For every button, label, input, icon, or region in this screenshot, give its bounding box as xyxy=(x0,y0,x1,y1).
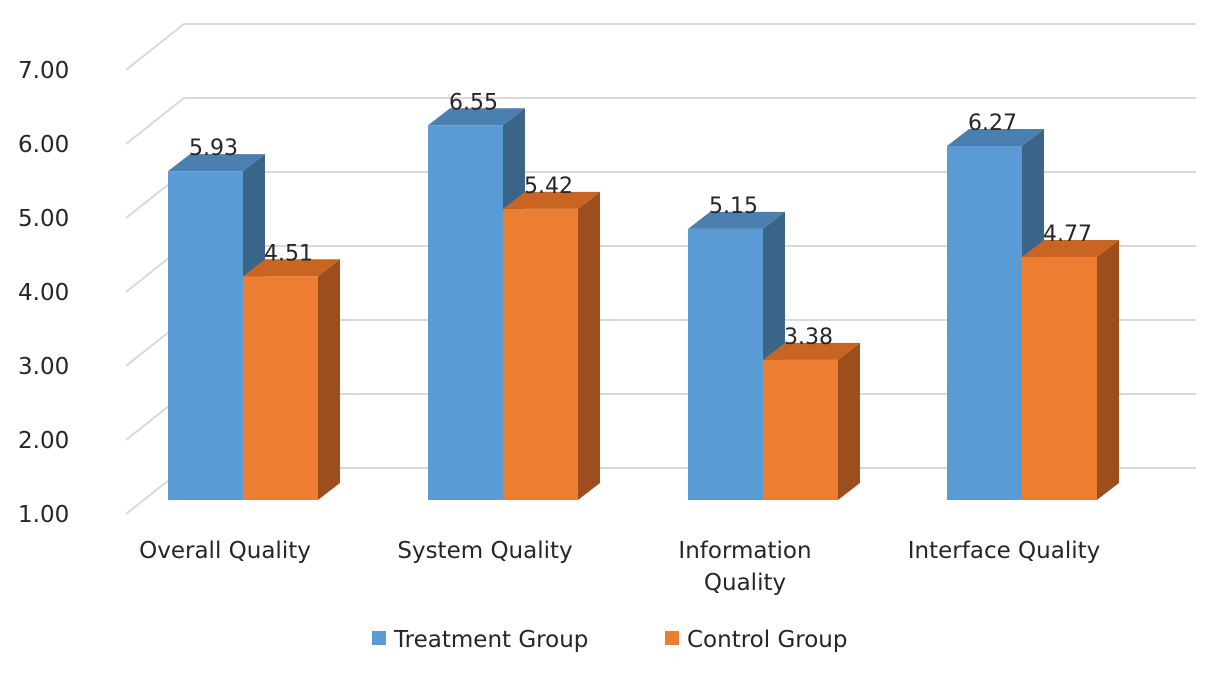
bar-treatment-group xyxy=(947,146,1022,500)
legend-swatch xyxy=(372,631,386,645)
data-label: 6.27 xyxy=(968,111,1017,136)
bar-top xyxy=(947,129,1044,147)
y-tick-label: 1.00 xyxy=(18,502,69,528)
category-label: Interface Quality xyxy=(908,538,1100,564)
data-label: 5.15 xyxy=(709,194,758,219)
category-label: System Quality xyxy=(397,538,572,564)
y-tick-label: 6.00 xyxy=(18,132,69,158)
bar-layer xyxy=(168,108,1119,501)
legend: Treatment Group Control Group xyxy=(372,627,847,653)
y-tick-label: 5.00 xyxy=(18,206,69,232)
bar-side xyxy=(838,342,860,500)
data-label: 5.42 xyxy=(524,174,573,199)
bar-control-group xyxy=(243,276,318,500)
bar-top xyxy=(763,342,860,360)
data-label: 5.93 xyxy=(189,136,238,161)
y-tick-label: 2.00 xyxy=(18,428,69,454)
data-label: 6.55 xyxy=(449,90,498,115)
bar-side xyxy=(318,259,340,500)
legend-swatch xyxy=(665,631,679,645)
gridline xyxy=(125,97,1196,145)
bar-top xyxy=(428,108,525,126)
category-label: Quality xyxy=(704,570,786,596)
bar-top xyxy=(1022,240,1119,258)
bar-top xyxy=(688,211,785,229)
bar-treatment-group xyxy=(688,228,763,500)
bar-control-group xyxy=(1022,257,1097,500)
category-label: Information xyxy=(678,538,811,564)
legend-label: Control Group xyxy=(687,627,847,653)
data-label: 4.51 xyxy=(264,241,313,266)
y-tick-label: 3.00 xyxy=(18,354,69,380)
axis-layer: 1.00 2.00 3.00 4.00 5.00 6.00 7.00 Overall Qual… xyxy=(18,58,1100,596)
bar-control-group xyxy=(503,208,578,501)
y-tick-label: 7.00 xyxy=(18,58,69,84)
bar-top xyxy=(243,259,340,277)
bar-side xyxy=(1097,240,1119,500)
y-tick-label: 4.00 xyxy=(18,280,69,306)
category-label: Overall Quality xyxy=(139,538,311,564)
bar-treatment-group xyxy=(428,125,503,501)
bar-control-group xyxy=(763,359,838,500)
bar-top xyxy=(503,191,600,209)
gridline xyxy=(125,23,1196,71)
data-label: 4.77 xyxy=(1043,222,1092,247)
label-layer: 5.93 4.51 6.55 5.42 5.15 3.38 6.27 4.77 xyxy=(189,90,1092,350)
bar-treatment-group xyxy=(168,171,243,500)
legend-label: Treatment Group xyxy=(393,627,588,653)
bar-side xyxy=(578,191,600,501)
bar-top xyxy=(168,154,265,172)
data-label: 3.38 xyxy=(784,325,833,350)
